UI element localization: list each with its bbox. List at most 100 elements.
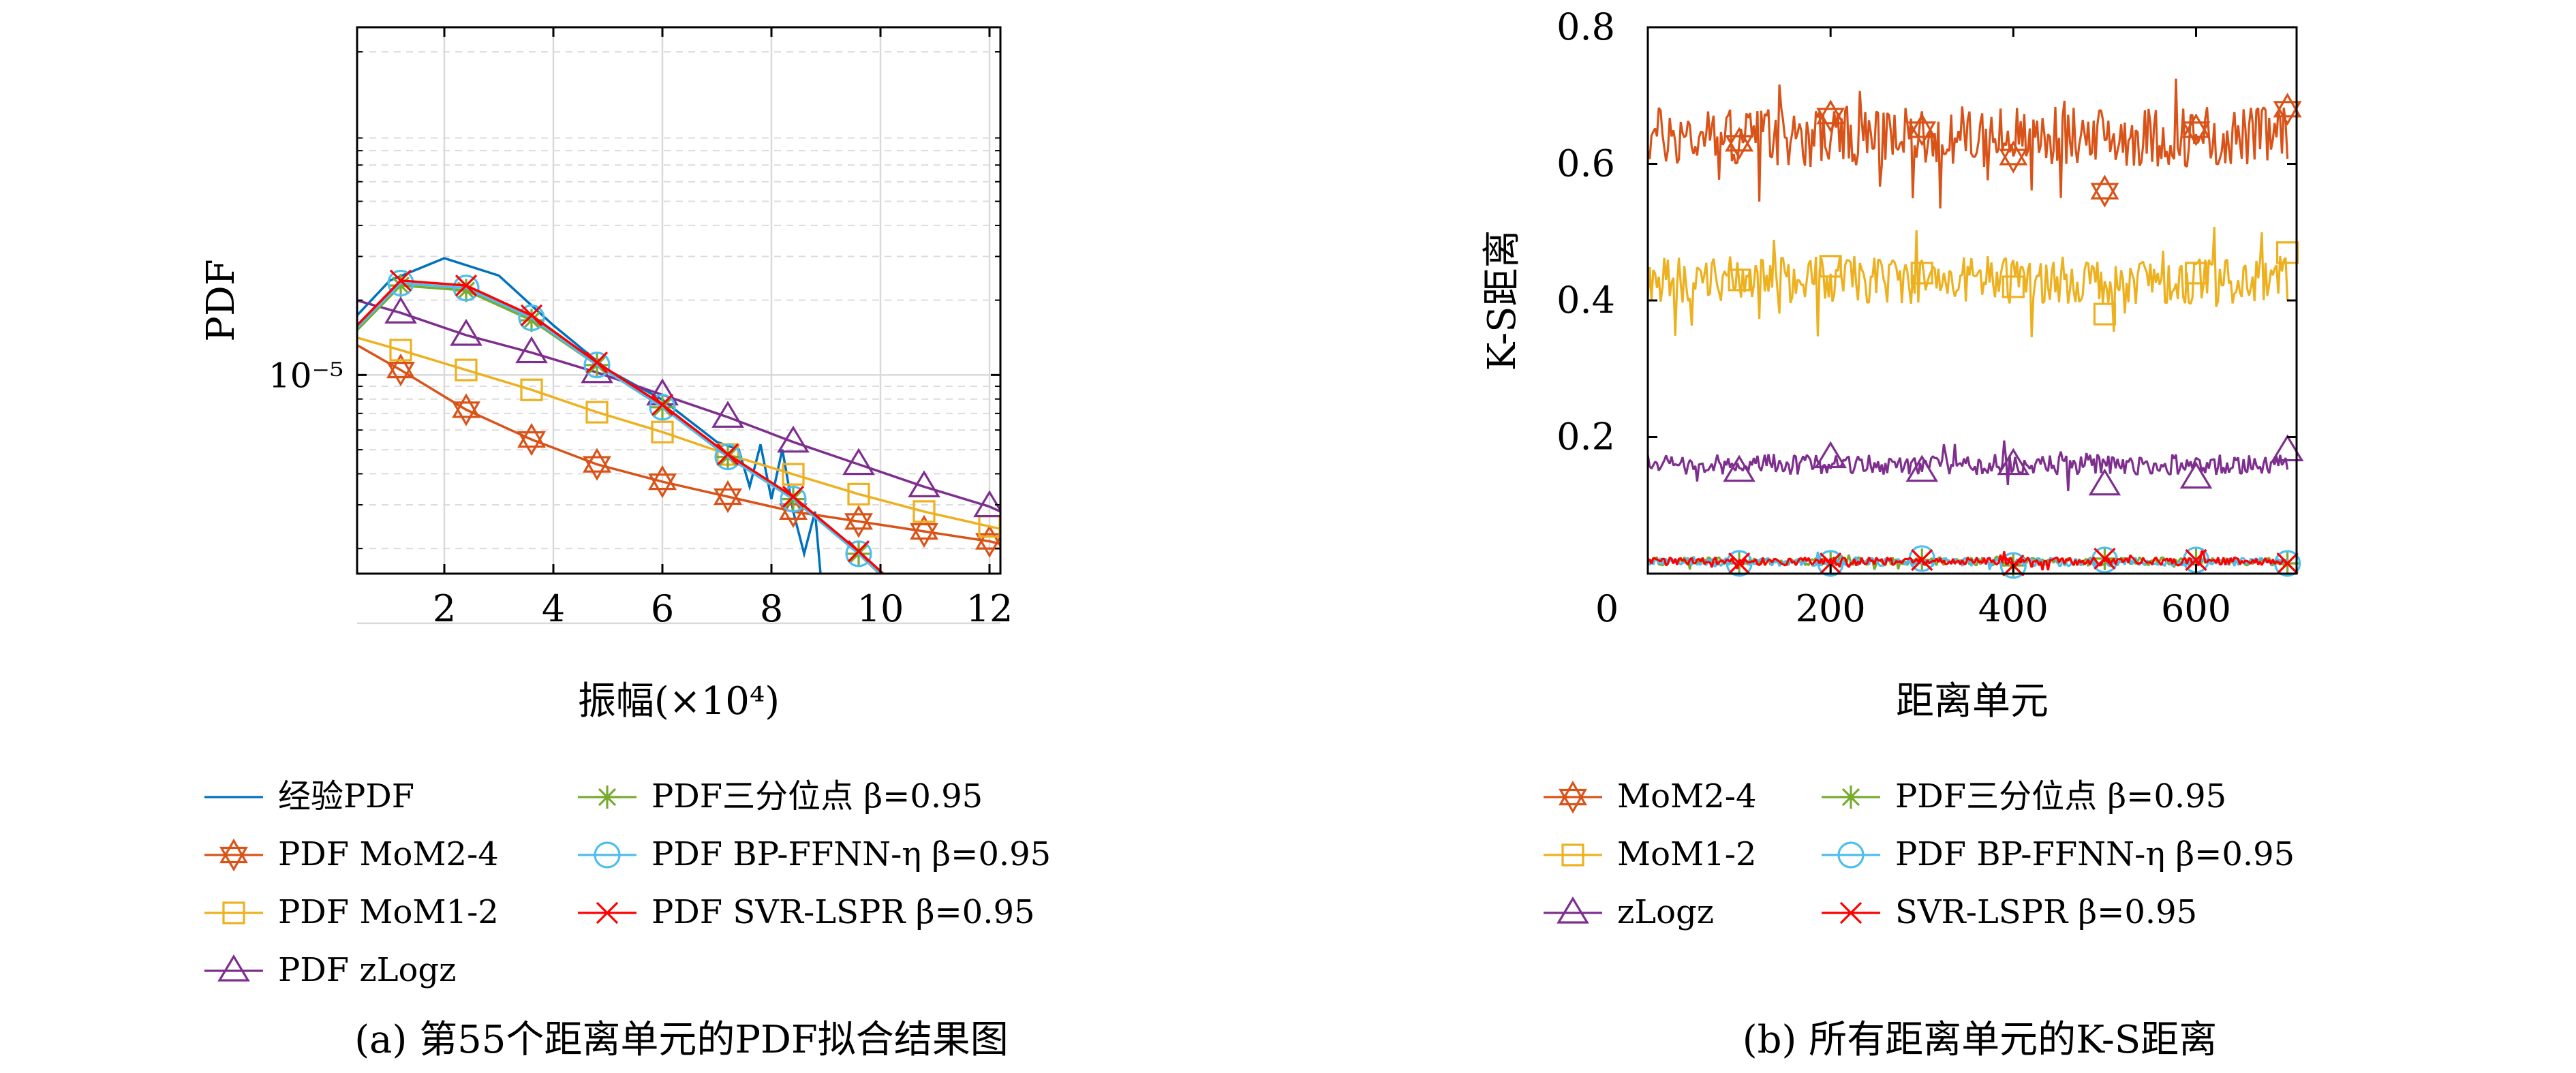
legend-marker [217,954,250,982]
data-point [2276,552,2299,575]
x-tick-label: 8 [760,587,783,630]
legend-entry: PDF zLogz [204,951,456,989]
data-point [2184,262,2208,285]
legend-entry: PDF SVR-LSPR β=0.95 [578,893,1035,931]
legend-entry: SVR-LSPR β=0.95 [1822,893,2197,931]
data-point [845,540,872,567]
series-line [357,281,883,574]
data-point [1999,552,2027,579]
data-point [1910,262,1933,285]
x-tick-label: 6 [651,587,674,630]
data-point [1725,127,1754,160]
legend-label: PDF BP-FFNN-η β=0.95 [651,835,1051,873]
data-point [2002,275,2025,298]
y-tick-label: 0.8 [1557,5,1615,48]
data-point [716,443,739,466]
data-point [648,465,677,499]
data-point [847,482,870,506]
legend-entry: 经验PDF [204,777,414,815]
data-point [910,514,938,548]
data-point [517,422,546,456]
data-point [455,358,478,382]
data-point [520,309,543,332]
legend-label: PDF MoM1-2 [278,893,499,931]
data-point [1726,550,1753,577]
chart-b: 0 200 400 600 0.2 0.4 0.6 0.8 距离单元 K-S距离 MoM2-4 MoM… [1480,5,2304,1062]
data-point [2181,113,2211,146]
legend-label: 经验PDF [278,777,414,815]
legend-label: PDF zLogz [278,951,456,989]
data-point [2179,461,2213,489]
legend-marker [1839,901,1862,924]
plot-area [357,257,1000,574]
legend-entry: PDF MoM1-2 [204,893,499,931]
legend-marker [594,841,621,869]
x-tick-label: 2 [433,587,456,630]
data-point [1997,448,2030,476]
y-axis-label: PDF [199,259,243,341]
data-point [842,448,875,476]
x-tick-label: 0 [1595,587,1619,630]
data-point [913,500,936,523]
data-point [2088,468,2121,496]
data-point [1816,99,1845,133]
data-point [1999,140,2028,174]
series-line [1646,550,2288,571]
data-point [1820,552,1842,575]
data-point [714,480,742,514]
data-point [455,274,478,297]
y-tick-label: 10⁻⁵ [269,356,343,395]
data-point [1911,548,1933,572]
legend-label: PDF SVR-LSPR β=0.95 [651,893,1035,931]
legend-label: MoM1-2 [1617,835,1757,873]
x-axis-label: 振幅(×10⁴) [578,679,780,724]
chart-caption: (a) 第55个距离单元的PDF拟合结果图 [354,1018,1009,1062]
legend-marker [596,901,619,924]
legend-entry: PDF BP-FFNN-η β=0.95 [578,835,1051,873]
data-point [651,393,674,416]
data-point [2093,302,2117,326]
data-point [1728,552,1751,575]
y-axis-label: K-S距离 [1480,230,1524,371]
chart-caption: (b) 所有距离单元的K-S距离 [1743,1018,2217,1062]
legend-marker [1559,780,1587,814]
x-tick-label: 200 [1796,587,1866,630]
plot-area [1646,78,2304,579]
data-point [782,485,805,508]
legend-label: zLogz [1617,893,1714,931]
data-point [1723,454,1755,482]
x-tick-label: 12 [966,587,1013,630]
legend-label: PDF MoM2-4 [278,835,499,873]
data-point [453,275,480,302]
legend-marker [219,838,248,872]
data-point [515,336,548,364]
y-tick-label: 0.2 [1557,416,1615,458]
legend-marker [1561,843,1584,867]
data-point [585,352,609,374]
x-tick-label: 10 [857,587,904,630]
legend-entry: PDF BP-FFNN-η β=0.95 [1822,835,2295,873]
data-point [2090,174,2119,208]
legend-marker [1557,896,1589,924]
data-point [389,339,412,362]
series-line [1646,227,2289,338]
data-point [714,444,741,471]
legend-entry: PDF三分位点 β=0.95 [578,777,983,815]
legend-entry: PDF三分位点 β=0.95 [1822,777,2226,815]
data-point [782,463,805,486]
data-point [520,304,543,327]
x-tick-label: 400 [1978,587,2049,630]
legend-entry: MoM1-2 [1544,835,1757,873]
data-point [583,352,611,379]
data-point [386,353,415,387]
y-tick-label: 0.6 [1557,142,1615,185]
data-point [2271,434,2304,462]
data-point [389,274,412,298]
legend-label: SVR-LSPR β=0.95 [1895,893,2197,931]
data-point [384,296,417,324]
data-point [2273,93,2302,126]
data-point [1907,113,1937,146]
legend-label: PDF三分位点 β=0.95 [651,777,983,815]
data-point [908,470,940,498]
legend-entry: zLogz [1544,893,1714,931]
